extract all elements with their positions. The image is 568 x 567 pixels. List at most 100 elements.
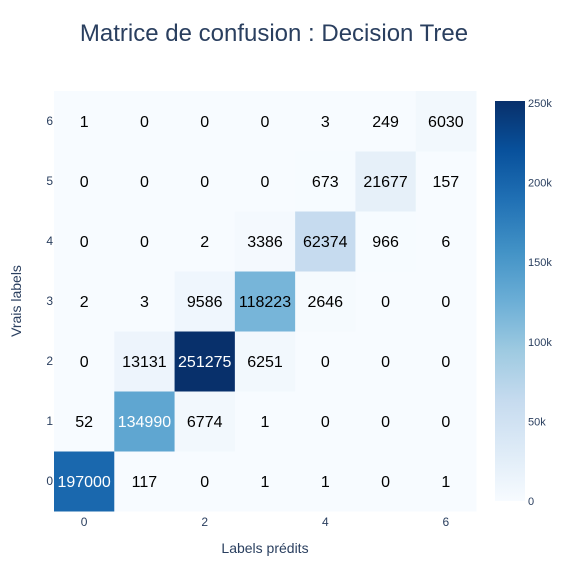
- cell-value-label: 0: [321, 354, 330, 371]
- y-tick-label: 0: [46, 474, 53, 488]
- heatmap-cell: [234, 211, 296, 272]
- heatmap-cell: [295, 151, 356, 212]
- heatmap-cell: [234, 91, 296, 152]
- cell-value-label: 197000: [57, 474, 110, 491]
- colorbar: [495, 101, 525, 501]
- heatmap-cell: [54, 331, 115, 392]
- cell-value-label: 251275: [178, 354, 231, 371]
- heatmap-cell: [174, 271, 236, 332]
- cell-value-label: 3: [321, 114, 330, 131]
- cell-value-label: 6030: [428, 114, 464, 131]
- heatmap-cell: [114, 211, 176, 272]
- heatmap-cell: [174, 391, 236, 452]
- cell-value-label: 0: [80, 354, 89, 371]
- cell-value-label: 118223: [239, 294, 291, 311]
- cell-value-label: 52: [75, 414, 93, 431]
- x-axis-title: Labels prédits: [221, 540, 308, 556]
- heatmap-cell: [415, 331, 477, 392]
- cell-value-label: 62374: [303, 234, 348, 251]
- y-axis-ticks: 0 1 2 3 4 5 6: [46, 114, 53, 488]
- heatmap-cell: [54, 391, 115, 452]
- heatmap-cell: [174, 91, 236, 152]
- cell-value-label: 0: [321, 414, 330, 431]
- heatmap-cell: [114, 271, 176, 332]
- cell-value-label: 0: [381, 474, 390, 491]
- cell-value-label: 0: [80, 234, 89, 251]
- chart-title: Matrice de confusion : Decision Tree: [80, 20, 468, 47]
- cell-value-label: 2646: [307, 294, 343, 311]
- cell-value-label: 0: [261, 114, 270, 131]
- cell-value-label: 249: [372, 114, 399, 131]
- cell-value-label: 0: [441, 294, 450, 311]
- cell-value-label: 0: [200, 474, 209, 491]
- heatmap-cell: [355, 331, 417, 392]
- cell-value-label: 1: [321, 474, 330, 491]
- heatmap-cell: [295, 451, 356, 512]
- cell-value-label: 1: [261, 474, 270, 491]
- heatmap-cell: [114, 451, 176, 512]
- heatmap-cell: [355, 271, 417, 332]
- heatmap-cell: [114, 391, 176, 452]
- y-tick-label: 1: [46, 414, 53, 428]
- colorbar-tick-label: 200k: [528, 178, 552, 190]
- heatmap-cell: [415, 211, 477, 272]
- heatmap-cell: [415, 271, 477, 332]
- heatmap-cell: [295, 391, 356, 452]
- heatmap-cell: [355, 211, 417, 272]
- cell-value-label: 13131: [122, 354, 167, 371]
- cell-value-label: 1: [261, 414, 270, 431]
- cell-value-label: 9586: [187, 294, 223, 311]
- heatmap-cell: [54, 271, 115, 332]
- x-tick-label: 4: [322, 515, 329, 529]
- heatmap-cell: [415, 91, 477, 152]
- heatmap-cell: [355, 91, 417, 152]
- heatmap-cell: [295, 271, 356, 332]
- x-tick-label: 6: [443, 515, 450, 529]
- heatmap-cell: [174, 331, 236, 392]
- cell-value-label: 2: [80, 294, 89, 311]
- cell-value-label: 3386: [247, 234, 283, 251]
- cell-value-label: 1: [441, 474, 450, 491]
- heatmap-cell: [295, 91, 356, 152]
- heatmap-cell: [174, 451, 236, 512]
- heatmap-cells: [54, 91, 477, 512]
- heatmap-cell: [234, 391, 296, 452]
- cell-value-label: 0: [381, 294, 390, 311]
- cell-value-label: 0: [200, 114, 209, 131]
- cell-value-label: 6251: [247, 354, 283, 371]
- cell-value-label: 0: [381, 414, 390, 431]
- y-tick-label: 5: [46, 174, 53, 188]
- heatmap-cell: [415, 391, 477, 452]
- heatmap-cell: [355, 151, 417, 212]
- heatmap-cell: [54, 151, 115, 212]
- heatmap-cell: [295, 331, 356, 392]
- cell-value-label: 6774: [187, 414, 223, 431]
- heatmap-cell: [234, 331, 296, 392]
- y-tick-label: 4: [46, 234, 53, 248]
- cell-value-label: 0: [140, 234, 149, 251]
- cell-value-label: 2: [200, 234, 209, 251]
- y-tick-label: 3: [46, 294, 53, 308]
- cell-value-label: 0: [80, 174, 89, 191]
- y-tick-label: 6: [46, 114, 53, 128]
- cell-value-label: 0: [140, 174, 149, 191]
- cell-value-label: 117: [132, 474, 158, 491]
- cell-value-label: 134990: [118, 414, 171, 431]
- colorbar-tick-label: 50k: [528, 416, 546, 428]
- colorbar-tick-label: 250k: [528, 98, 552, 110]
- cell-value-label: 966: [372, 234, 399, 251]
- heatmap-cell: [54, 91, 115, 152]
- cell-value-label: 157: [433, 174, 460, 191]
- heatmap-cell: [234, 271, 296, 332]
- y-tick-label: 2: [46, 354, 53, 368]
- heatmap-cell: [114, 151, 176, 212]
- colorbar-tick-label: 150k: [528, 257, 552, 269]
- heatmap-cell-labels: 197000 117 0 1 1 0 1 52 134990 6774 1 0 0 0 0 13131 2512…: [57, 114, 463, 491]
- heatmap-cell: [355, 451, 417, 512]
- heatmap-cell: [234, 451, 296, 512]
- colorbar-tick-label: 100k: [528, 337, 552, 349]
- heatmap-cell: [114, 91, 176, 152]
- cell-value-label: 21677: [363, 174, 408, 191]
- x-tick-label: 0: [81, 515, 88, 529]
- y-axis-title: Vrais labels: [8, 265, 24, 337]
